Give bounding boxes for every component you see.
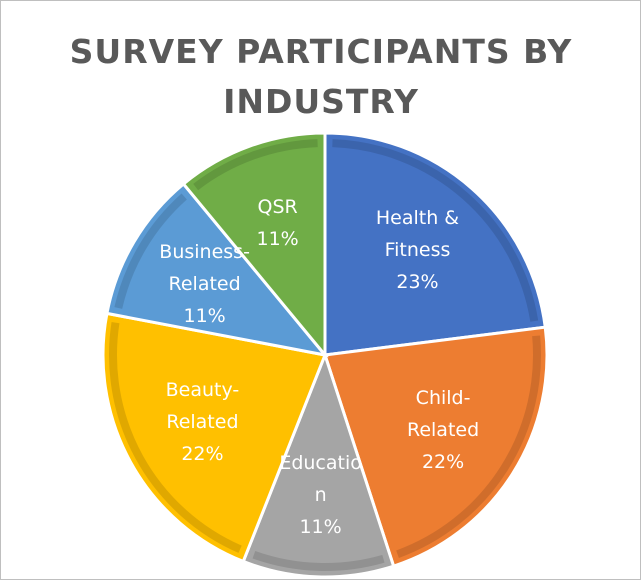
pie-slice xyxy=(105,181,329,358)
chart-title: SURVEY PARTICIPANTS BY INDUSTRY xyxy=(69,32,573,121)
pie-slice xyxy=(323,131,547,357)
value-label: 22% xyxy=(421,450,465,473)
pie-slice xyxy=(181,131,327,360)
slice-edge xyxy=(114,193,187,309)
data-label: Health & Fitness 23% xyxy=(367,202,467,298)
slice-edge xyxy=(396,335,541,558)
pie-slice xyxy=(241,350,396,579)
value-label: 11% xyxy=(299,515,342,538)
category-label: Health & Fitness xyxy=(375,207,460,262)
data-label: Education 11% xyxy=(275,447,367,543)
slice-edge xyxy=(109,321,242,553)
value-label: 22% xyxy=(181,443,224,466)
data-label: Business-Related 11% xyxy=(155,236,255,332)
slice-edge xyxy=(252,550,385,571)
slice-edge xyxy=(193,139,318,191)
slice-edge xyxy=(332,139,539,322)
data-label: QSR 11% xyxy=(228,191,328,255)
data-label: Beauty-Related 22% xyxy=(152,374,252,470)
pie-slice xyxy=(101,311,328,564)
data-label: Child-Related 22% xyxy=(393,382,493,478)
value-label: 11% xyxy=(183,304,226,327)
category-label: Education xyxy=(279,451,362,506)
category-label: Child-Related xyxy=(406,386,480,441)
value-label: 23% xyxy=(396,271,439,294)
category-label: Beauty-Related xyxy=(165,379,240,434)
category-label: Business-Related xyxy=(159,240,250,295)
value-label: 11% xyxy=(256,228,299,251)
category-label: QSR xyxy=(257,196,298,219)
pie-slice xyxy=(323,325,549,569)
